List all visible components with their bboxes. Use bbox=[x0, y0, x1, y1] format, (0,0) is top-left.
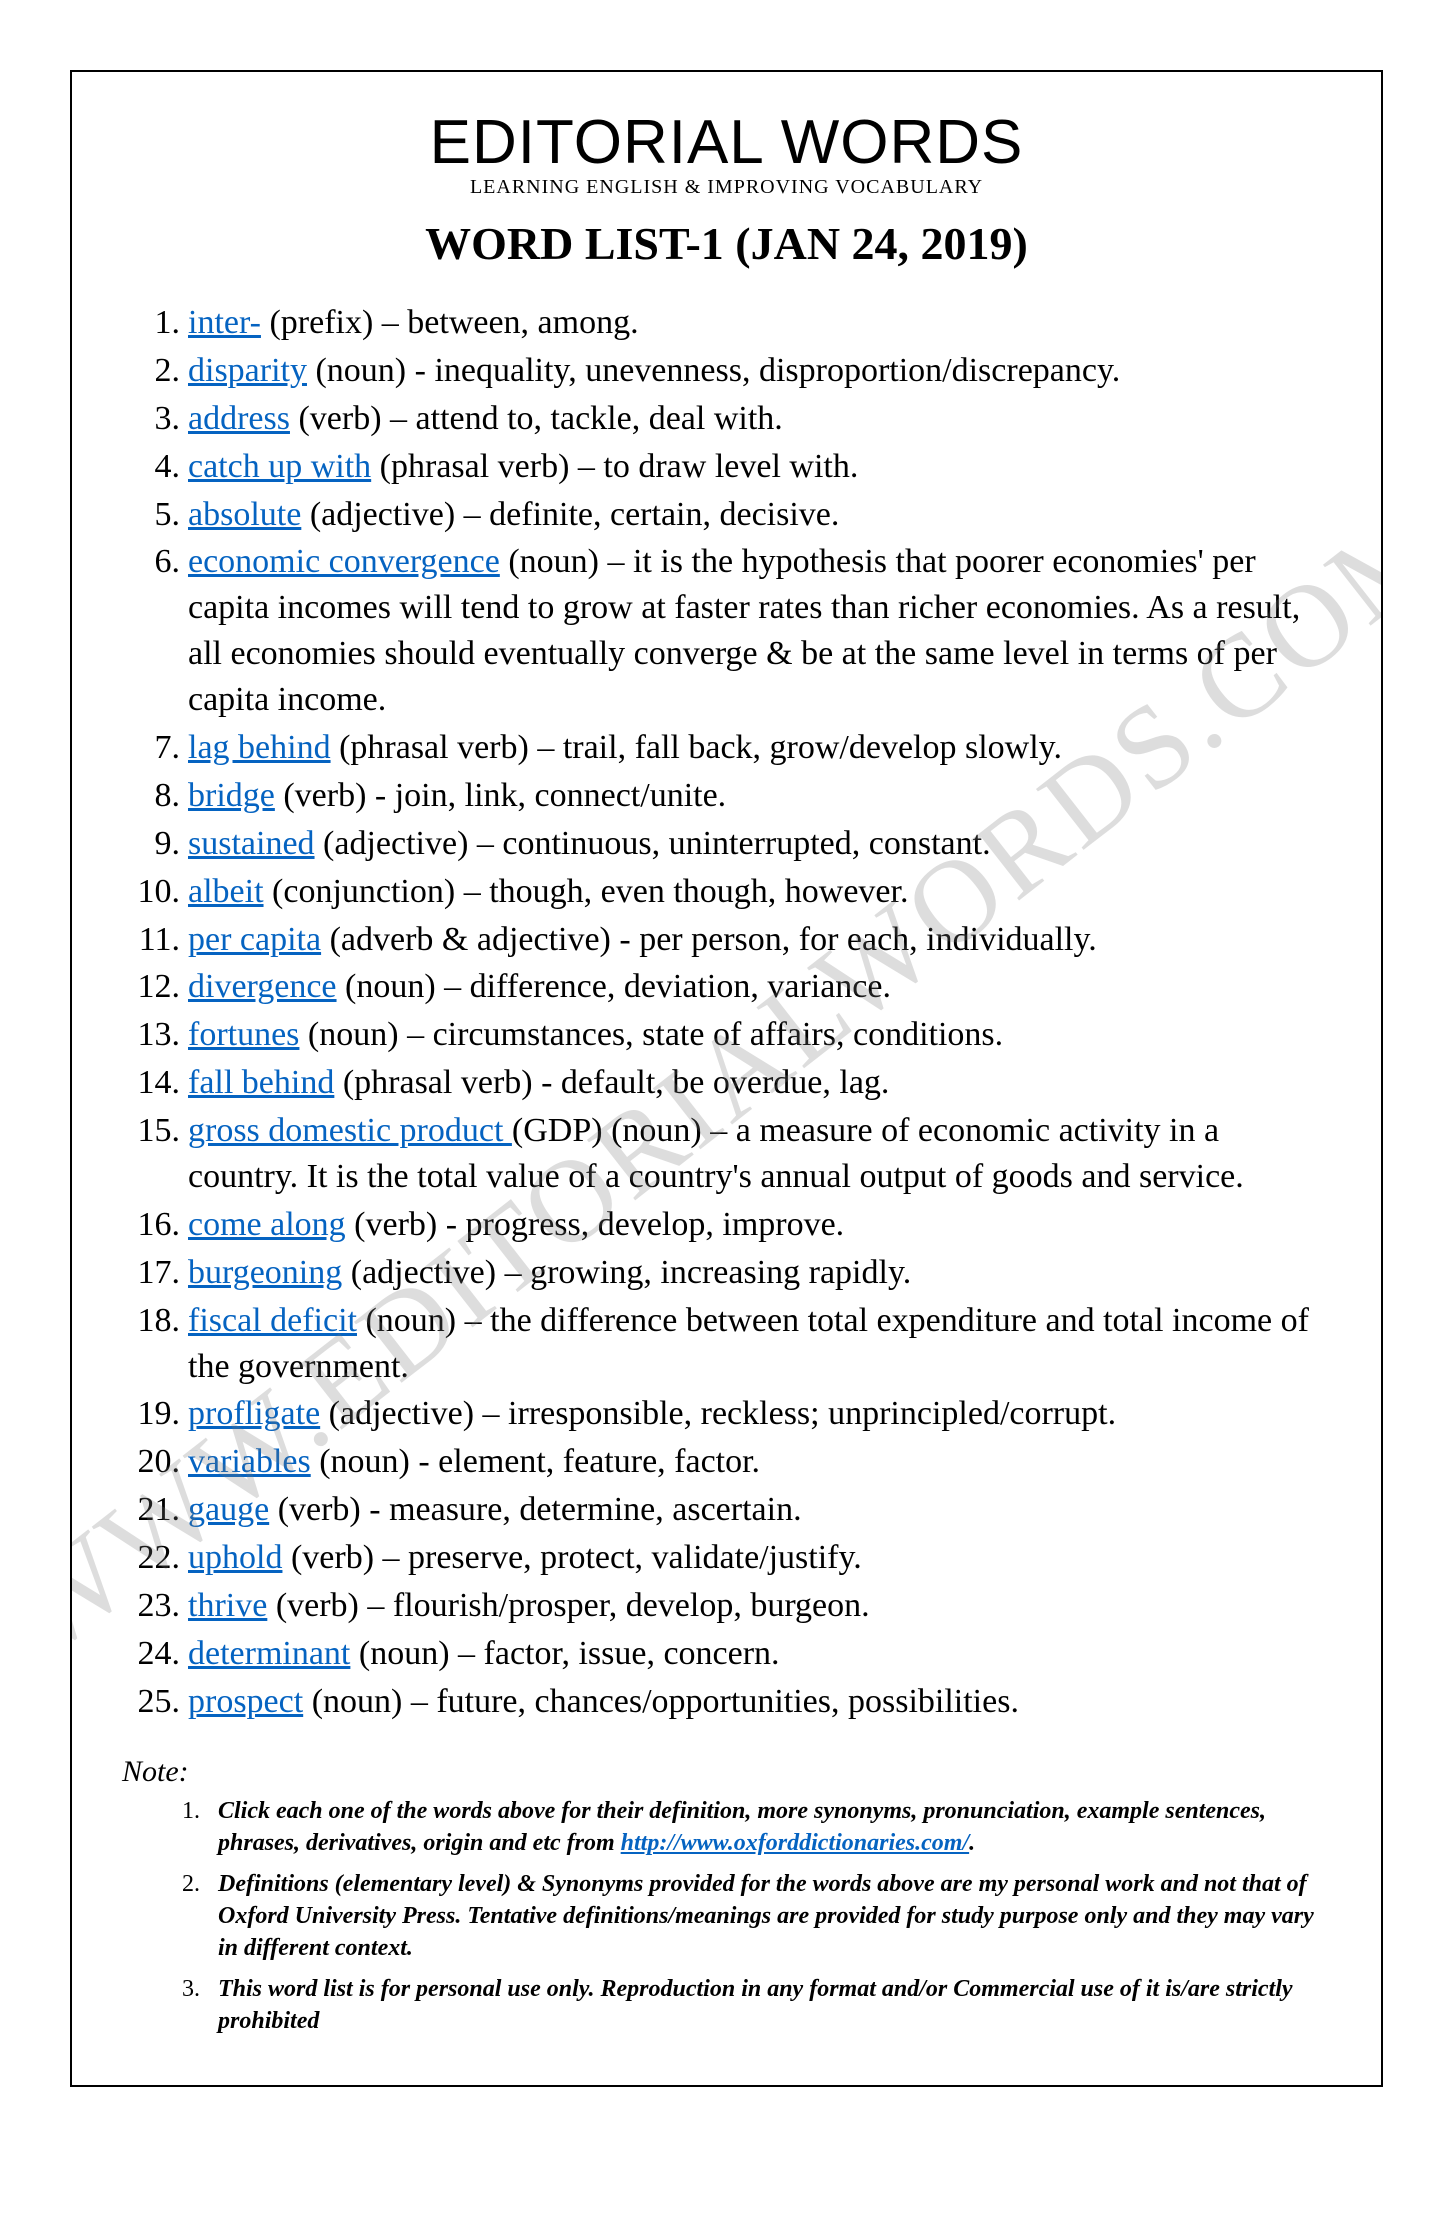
note-link[interactable]: http://www.oxforddictionaries.com/ bbox=[621, 1830, 969, 1856]
word-term-link[interactable]: prospect bbox=[188, 1683, 303, 1720]
word-entry: fiscal deficit (noun) – the difference b… bbox=[132, 1298, 1331, 1390]
page-container: WWW.EDITORIALWORDS.COM EDITORIAL WORDS L… bbox=[20, 20, 1433, 2137]
word-entry: disparity (noun) - inequality, unevennes… bbox=[132, 348, 1331, 394]
word-entry: absolute (adjective) – definite, certain… bbox=[132, 492, 1331, 538]
word-term-link[interactable]: profligate bbox=[188, 1395, 320, 1432]
word-entry: thrive (verb) – flourish/prosper, develo… bbox=[132, 1583, 1331, 1629]
word-definition: (noun) – factor, issue, concern. bbox=[350, 1635, 779, 1672]
word-definition: (adjective) – definite, certain, decisiv… bbox=[301, 496, 839, 533]
notes-list: Click each one of the words above for th… bbox=[182, 1795, 1331, 2038]
word-definition: (verb) – preserve, protect, validate/jus… bbox=[282, 1539, 861, 1576]
word-definition: (adjective) – irresponsible, reckless; u… bbox=[320, 1395, 1116, 1432]
note-text-post: . bbox=[969, 1830, 975, 1856]
word-definition: (noun) – circumstances, state of affairs… bbox=[299, 1016, 1003, 1053]
word-entry: inter- (prefix) – between, among. bbox=[132, 300, 1331, 346]
word-entry: lag behind (phrasal verb) – trail, fall … bbox=[132, 725, 1331, 771]
word-term-link[interactable]: catch up with bbox=[188, 448, 371, 485]
brand-title: EDITORIAL WORDS bbox=[122, 112, 1331, 174]
word-entry: profligate (adjective) – irresponsible, … bbox=[132, 1391, 1331, 1437]
word-term-link[interactable]: burgeoning bbox=[188, 1254, 342, 1291]
word-term-link[interactable]: fortunes bbox=[188, 1016, 299, 1053]
note-label: Note: bbox=[122, 1755, 1331, 1789]
word-entry: burgeoning (adjective) – growing, increa… bbox=[132, 1250, 1331, 1296]
word-entry: catch up with (phrasal verb) – to draw l… bbox=[132, 444, 1331, 490]
word-term-link[interactable]: sustained bbox=[188, 825, 315, 862]
word-entry: fall behind (phrasal verb) - default, be… bbox=[132, 1060, 1331, 1106]
word-definition: (verb) - measure, determine, ascertain. bbox=[269, 1491, 801, 1528]
word-entry: uphold (verb) – preserve, protect, valid… bbox=[132, 1535, 1331, 1581]
word-term-link[interactable]: uphold bbox=[188, 1539, 282, 1576]
list-title: WORD LIST-1 (JAN 24, 2019) bbox=[122, 217, 1331, 270]
word-definition: (conjunction) – though, even though, how… bbox=[264, 873, 909, 910]
word-entry: determinant (noun) – factor, issue, conc… bbox=[132, 1631, 1331, 1677]
word-entry: divergence (noun) – difference, deviatio… bbox=[132, 964, 1331, 1010]
word-term-link[interactable]: absolute bbox=[188, 496, 301, 533]
word-definition: (noun) - element, feature, factor. bbox=[311, 1443, 760, 1480]
word-entry: come along (verb) - progress, develop, i… bbox=[132, 1202, 1331, 1248]
word-term-link[interactable]: inter- bbox=[188, 304, 261, 341]
note-item: Click each one of the words above for th… bbox=[182, 1795, 1331, 1860]
word-term-link[interactable]: variables bbox=[188, 1443, 311, 1480]
word-term-link[interactable]: gauge bbox=[188, 1491, 269, 1528]
word-entry: address (verb) – attend to, tackle, deal… bbox=[132, 396, 1331, 442]
note-item: Definitions (elementary level) & Synonym… bbox=[182, 1868, 1331, 1965]
word-definition: (verb) - join, link, connect/unite. bbox=[275, 777, 726, 814]
document-frame: WWW.EDITORIALWORDS.COM EDITORIAL WORDS L… bbox=[70, 70, 1383, 2087]
word-term-link[interactable]: bridge bbox=[188, 777, 275, 814]
word-entry: prospect (noun) – future, chances/opport… bbox=[132, 1679, 1331, 1725]
word-term-link[interactable]: thrive bbox=[188, 1587, 267, 1624]
word-definition: (verb) – attend to, tackle, deal with. bbox=[290, 400, 783, 437]
word-definition: (verb) - progress, develop, improve. bbox=[346, 1206, 845, 1243]
word-entry: bridge (verb) - join, link, connect/unit… bbox=[132, 773, 1331, 819]
word-term-link[interactable]: disparity bbox=[188, 352, 307, 389]
note-item: This word list is for personal use only.… bbox=[182, 1973, 1331, 2038]
word-definition: (phrasal verb) – to draw level with. bbox=[371, 448, 858, 485]
word-term-link[interactable]: albeit bbox=[188, 873, 264, 910]
word-entry: albeit (conjunction) – though, even thou… bbox=[132, 869, 1331, 915]
word-entry: sustained (adjective) – continuous, unin… bbox=[132, 821, 1331, 867]
word-definition: (adjective) – continuous, uninterrupted,… bbox=[315, 825, 991, 862]
word-term-link[interactable]: address bbox=[188, 400, 290, 437]
note-text: This word list is for personal use only.… bbox=[218, 1976, 1293, 2034]
word-definition: (phrasal verb) - default, be overdue, la… bbox=[334, 1064, 889, 1101]
word-entry: variables (noun) - element, feature, fac… bbox=[132, 1439, 1331, 1485]
word-list: inter- (prefix) – between, among.dispari… bbox=[132, 300, 1331, 1725]
word-term-link[interactable]: gross domestic product bbox=[188, 1112, 512, 1149]
note-text: Definitions (elementary level) & Synonym… bbox=[218, 1871, 1314, 1962]
word-definition: (phrasal verb) – trail, fall back, grow/… bbox=[331, 729, 1062, 766]
word-term-link[interactable]: fiscal deficit bbox=[188, 1302, 357, 1339]
word-extra: (GDP) bbox=[512, 1112, 611, 1149]
word-entry: gross domestic product (GDP) (noun) – a … bbox=[132, 1108, 1331, 1200]
word-entry: per capita (adverb & adjective) - per pe… bbox=[132, 917, 1331, 963]
word-definition: (noun) – difference, deviation, variance… bbox=[337, 968, 891, 1005]
word-entry: fortunes (noun) – circumstances, state o… bbox=[132, 1012, 1331, 1058]
word-term-link[interactable]: lag behind bbox=[188, 729, 331, 766]
word-term-link[interactable]: fall behind bbox=[188, 1064, 334, 1101]
word-definition: (noun) – future, chances/opportunities, … bbox=[303, 1683, 1019, 1720]
word-term-link[interactable]: divergence bbox=[188, 968, 337, 1005]
word-definition: (adjective) – growing, increasing rapidl… bbox=[342, 1254, 911, 1291]
word-definition: (adverb & adjective) - per person, for e… bbox=[321, 921, 1097, 958]
brand-tagline: LEARNING ENGLISH & IMPROVING VOCABULARY bbox=[122, 176, 1331, 199]
word-term-link[interactable]: come along bbox=[188, 1206, 346, 1243]
word-entry: gauge (verb) - measure, determine, ascer… bbox=[132, 1487, 1331, 1533]
word-definition: (verb) – flourish/prosper, develop, burg… bbox=[267, 1587, 869, 1624]
word-definition: (noun) - inequality, unevenness, disprop… bbox=[307, 352, 1120, 389]
document-header: EDITORIAL WORDS LEARNING ENGLISH & IMPRO… bbox=[122, 112, 1331, 270]
word-definition: (prefix) – between, among. bbox=[261, 304, 639, 341]
word-term-link[interactable]: per capita bbox=[188, 921, 321, 958]
word-term-link[interactable]: determinant bbox=[188, 1635, 350, 1672]
word-definition: (noun) – the difference between total ex… bbox=[188, 1302, 1309, 1385]
word-entry: economic convergence (noun) – it is the … bbox=[132, 539, 1331, 723]
word-term-link[interactable]: economic convergence bbox=[188, 543, 500, 580]
